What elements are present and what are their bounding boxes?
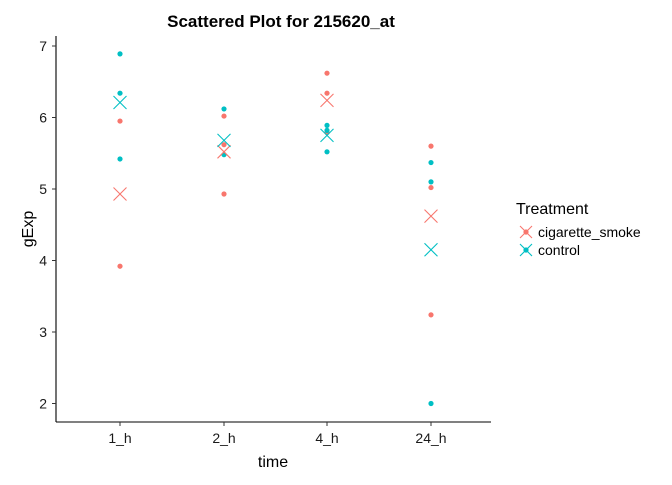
- point-control: [117, 51, 123, 57]
- legend-title: Treatment: [516, 201, 589, 218]
- y-axis-ticks: 2 3 4 5 6 7: [39, 38, 56, 412]
- x-axis-ticks: 1_h 2_h 4_h 24_h: [108, 422, 447, 446]
- point-cigarette_smoke: [117, 118, 123, 124]
- point-cigarette_smoke: [428, 312, 434, 318]
- mean-markers: [113, 93, 438, 257]
- mean-marker-cigarette_smoke: [424, 209, 438, 224]
- plot-area: 2 3 4 5 6 7 1_h 2_h 4_h 24_h: [39, 36, 491, 446]
- x-tick-label: 2_h: [212, 430, 235, 446]
- y-tick-label: 6: [39, 110, 47, 126]
- mean-marker-cigarette_smoke: [113, 187, 127, 201]
- point-control: [428, 159, 434, 166]
- mean-marker-cigarette_smoke: [320, 93, 334, 108]
- point-control: [221, 152, 227, 158]
- point-cigarette_smoke: [324, 90, 330, 96]
- mean-marker-control: [113, 95, 127, 110]
- x-tick-label: 1_h: [108, 430, 131, 446]
- legend-key-dot: [523, 229, 529, 235]
- mean-marker-control: [320, 128, 334, 143]
- legend-key-dot: [523, 247, 529, 253]
- legend-label: cigarette_smoke: [538, 224, 641, 240]
- y-axis-title: gExp: [20, 211, 37, 248]
- legend-label: control: [538, 242, 580, 258]
- point-cigarette_smoke: [117, 263, 123, 269]
- x-tick-label: 24_h: [415, 430, 446, 446]
- x-axis-title: time: [258, 454, 288, 471]
- point-control: [324, 127, 330, 133]
- point-cigarette_smoke: [324, 70, 330, 76]
- point-cigarette_smoke: [428, 184, 434, 191]
- mean-marker-control: [424, 242, 438, 257]
- data-points: [117, 51, 434, 407]
- point-control: [324, 122, 330, 128]
- y-tick-label: 3: [39, 324, 47, 340]
- chart-title: Scattered Plot for 215620_at: [167, 12, 395, 31]
- point-cigarette_smoke: [221, 113, 227, 119]
- point-control: [428, 179, 434, 185]
- point-cigarette_smoke: [221, 191, 227, 197]
- y-tick-label: 2: [39, 396, 47, 412]
- y-tick-label: 4: [39, 253, 47, 269]
- point-control: [324, 149, 330, 155]
- point-cigarette_smoke: [221, 142, 227, 148]
- legend-item-control: control: [519, 242, 580, 258]
- point-control: [117, 90, 123, 96]
- y-tick-label: 7: [39, 38, 47, 54]
- y-tick-label: 5: [39, 181, 47, 197]
- legend-item-cigarette_smoke: cigarette_smoke: [519, 224, 641, 240]
- x-tick-label: 4_h: [315, 430, 338, 446]
- mean-marker-cigarette_smoke: [217, 144, 231, 159]
- point-control: [117, 156, 123, 162]
- point-control: [221, 106, 227, 112]
- point-control: [428, 400, 434, 407]
- point-cigarette_smoke: [428, 143, 434, 149]
- mean-marker-control: [217, 133, 231, 148]
